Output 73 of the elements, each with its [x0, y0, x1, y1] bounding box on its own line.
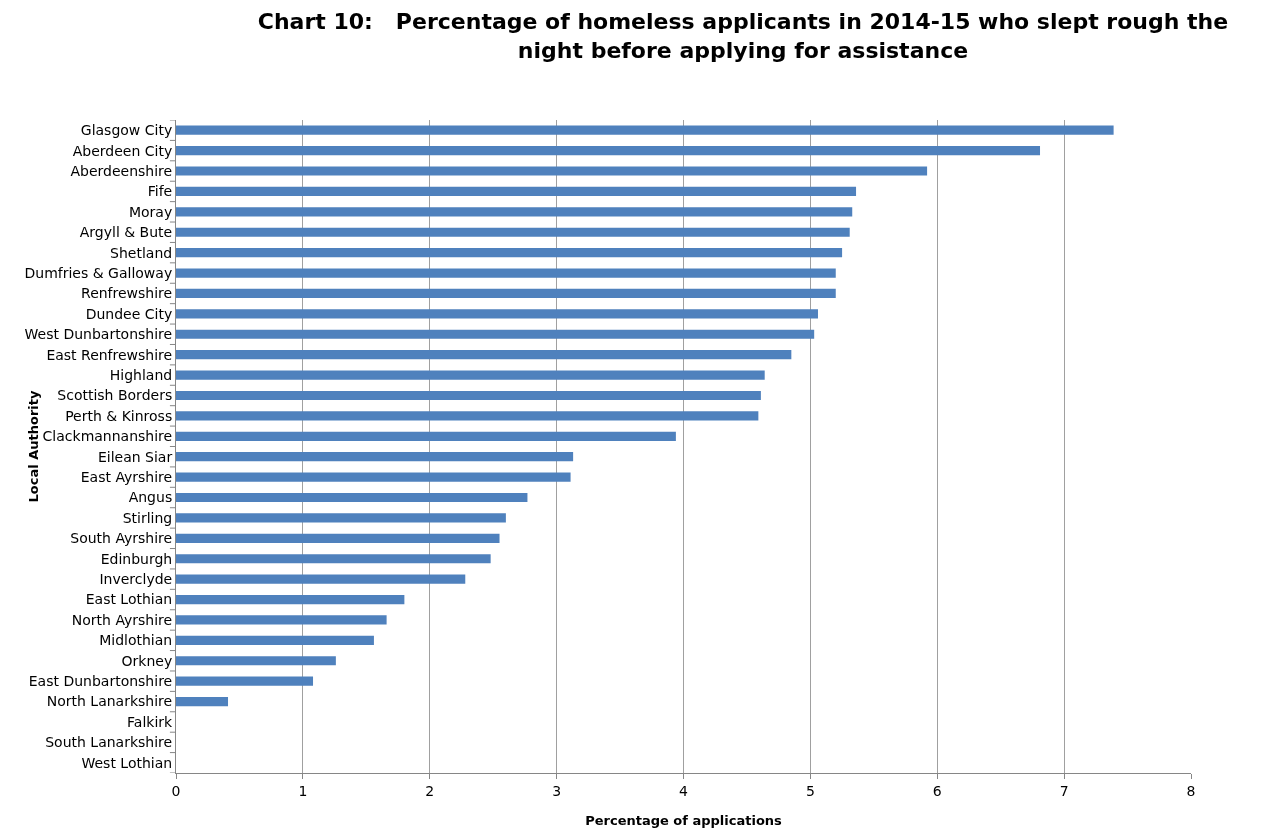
- bar: [176, 125, 1114, 135]
- bar: [176, 390, 761, 401]
- y-tick-label: East Renfrewshire: [46, 346, 173, 363]
- bar: [176, 452, 574, 462]
- bar: [176, 268, 836, 278]
- y-tick-label: Midlothian: [99, 632, 173, 649]
- x-tick-label: 0: [171, 782, 181, 799]
- x-tick-label: 1: [298, 782, 308, 799]
- bar: [176, 227, 850, 237]
- y-tick-label: Argyll & Bute: [79, 224, 173, 241]
- bar: [176, 186, 857, 197]
- bar: [176, 472, 571, 482]
- bar: [176, 309, 818, 319]
- y-tick-label: Orkney: [121, 652, 173, 669]
- x-tick-label: 8: [1186, 782, 1196, 799]
- bar: [176, 574, 466, 584]
- x-tick-label: 7: [1059, 782, 1069, 799]
- y-tick-label: Glasgow City: [80, 122, 173, 139]
- y-tick-label: South Ayrshire: [70, 530, 173, 547]
- x-tick-label: 3: [552, 782, 562, 799]
- y-tick-label: Fife: [147, 183, 173, 200]
- bar: [176, 635, 374, 645]
- bar: [176, 166, 928, 176]
- y-tick-label: Perth & Kinross: [65, 407, 173, 424]
- y-tick-label: Eilean Siar: [97, 448, 173, 465]
- bar: [176, 615, 387, 625]
- bar: [176, 594, 405, 605]
- x-tick-label: 5: [805, 782, 815, 799]
- y-tick-label: Moray: [128, 203, 173, 220]
- bar: [176, 492, 528, 503]
- bar: [176, 513, 506, 523]
- y-tick-label: Falkirk: [127, 713, 174, 730]
- x-tick-label: 6: [932, 782, 942, 799]
- x-axis-title: Percentage of applications: [585, 813, 783, 829]
- y-tick-label: Dundee City: [85, 305, 173, 322]
- bar: [176, 656, 336, 666]
- bar: [176, 411, 759, 421]
- y-tick-label: East Dunbartonshire: [28, 673, 173, 690]
- y-tick-label: Aberdeenshire: [70, 162, 173, 179]
- bar: [176, 146, 1041, 156]
- x-tick-label: 2: [425, 782, 435, 799]
- y-tick-label: Edinburgh: [100, 550, 173, 567]
- y-axis-title: Local Authority: [25, 390, 41, 503]
- y-tick-label: Stirling: [122, 509, 173, 526]
- y-tick-label: Shetland: [110, 244, 173, 261]
- bar: [176, 350, 792, 360]
- x-tick-label: 4: [679, 782, 689, 799]
- y-tick-label: Aberdeen City: [72, 142, 173, 159]
- y-tick-label: North Lanarkshire: [46, 693, 173, 710]
- y-tick-label: East Lothian: [85, 591, 173, 608]
- y-tick-label: West Lothian: [81, 754, 173, 771]
- bar: [176, 207, 853, 217]
- bar: [176, 329, 815, 339]
- bar: [176, 676, 314, 686]
- y-tick-label: West Dunbartonshire: [24, 326, 173, 343]
- bar: [176, 554, 491, 564]
- bar: [176, 533, 500, 543]
- y-tick-label: East Ayrshire: [80, 469, 173, 486]
- y-tick-label: North Ayrshire: [71, 611, 173, 628]
- bar: [176, 248, 843, 258]
- bar: [176, 696, 229, 707]
- y-tick-label: Dumfries & Galloway: [24, 264, 173, 281]
- y-tick-label: Inverclyde: [99, 571, 173, 588]
- y-tick-label: South Lanarkshire: [45, 734, 173, 751]
- y-tick-label: Highland: [109, 366, 173, 383]
- chart-title: Chart 10: Percentage of homeless applicants in 2014-15 who slept rough the night before applying for assistance: [257, 9, 1229, 63]
- bar: [176, 431, 676, 441]
- y-tick-label: Clackmannanshire: [42, 428, 173, 445]
- y-tick-label: Scottish Borders: [57, 387, 173, 404]
- y-tick-label: Renfrewshire: [81, 285, 173, 302]
- bar: [176, 288, 836, 299]
- y-tick-label: Angus: [128, 489, 173, 506]
- bar: [176, 370, 765, 380]
